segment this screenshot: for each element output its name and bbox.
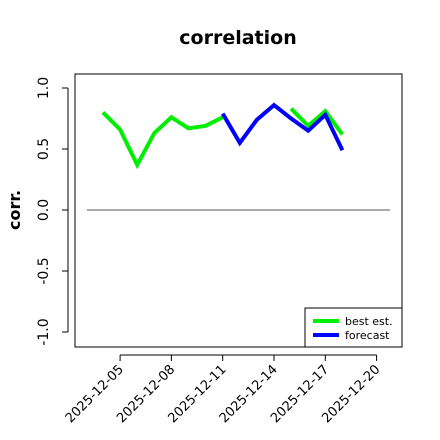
y-axis: -1.0 -0.5 0.0 0.5 1.0	[36, 77, 69, 346]
legend: best est. forecast	[304, 307, 403, 348]
y-tick-label: -0.5	[36, 257, 52, 284]
chart-title: correlation	[179, 27, 296, 49]
legend-box	[304, 307, 403, 348]
plot-frame	[74, 73, 403, 348]
legend-label-forecast: forecast	[345, 329, 390, 342]
series-line-forecast	[220, 102, 345, 152]
x-axis: 2025-12-052025-12-082025-12-112025-12-14…	[63, 354, 383, 426]
series-line-best-est	[289, 107, 345, 136]
y-tick-label: -1.0	[36, 318, 52, 345]
series-line-best-est	[101, 110, 224, 170]
series-group	[101, 102, 345, 170]
y-tick-label: 0.5	[36, 138, 52, 160]
y-tick-label: 0.0	[36, 199, 52, 221]
legend-label-best-est: best est.	[345, 315, 393, 328]
y-axis-label: corr.	[5, 190, 24, 230]
y-tick-label: 1.0	[36, 77, 52, 99]
